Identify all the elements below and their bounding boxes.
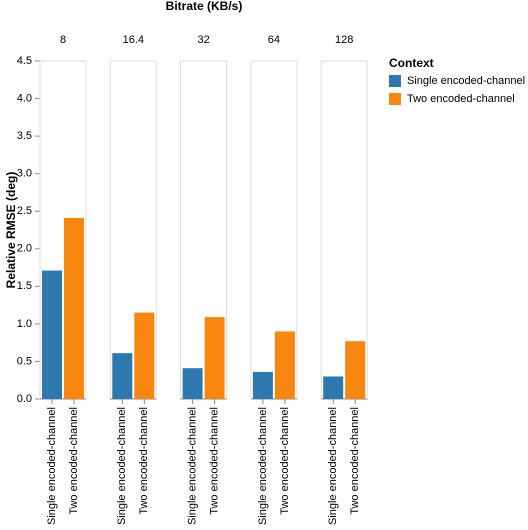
bar [64,217,84,399]
facet-label: 128 [335,34,353,46]
bar [182,368,203,399]
y-tick-label: 3.5 [17,130,32,142]
y-tick-label: 0.0 [17,393,32,405]
facet-label: 64 [268,34,280,46]
x-tick-label: Single encoded-channel [187,407,199,525]
legend-title: Context [389,56,434,70]
facet-label: 32 [197,34,209,46]
bar [112,353,133,399]
bar [274,331,295,399]
bar [252,371,273,399]
legend-label: Two encoded-channel [407,93,515,105]
bar [323,376,344,399]
x-tick-label: Single encoded-channel [257,407,269,525]
y-tick-label: 3.0 [17,168,32,180]
y-tick-label: 4.0 [17,92,32,104]
legend-swatch [389,93,401,105]
x-tick-label: Two encoded-channel [68,407,80,515]
y-tick-label: 1.5 [17,280,32,292]
x-tick-label: Two encoded-channel [209,407,221,515]
bar [42,270,62,399]
y-tick-label: 2.0 [17,243,32,255]
facet-label: 16.4 [123,34,144,46]
y-tick-label: 1.0 [17,318,32,330]
legend-label: Single encoded-channel [407,75,525,87]
y-tick-label: 4.5 [17,55,32,67]
bar [134,312,155,399]
x-tick-label: Two encoded-channel [138,407,150,515]
facet-label: 8 [60,34,66,46]
chart-title: Bitrate (KB/s) [166,0,243,13]
x-tick-label: Two encoded-channel [279,407,291,515]
legend-swatch [389,75,401,87]
y-tick-label: 0.5 [17,355,32,367]
y-tick-label: 2.5 [17,205,32,217]
bar [204,317,225,399]
x-tick-label: Two encoded-channel [349,407,361,515]
x-tick-label: Single encoded-channel [116,407,128,525]
x-tick-label: Single encoded-channel [46,407,58,525]
x-tick-label: Single encoded-channel [327,407,339,525]
bar [345,341,366,399]
y-axis-title: Relative RMSE (deg) [4,172,18,289]
